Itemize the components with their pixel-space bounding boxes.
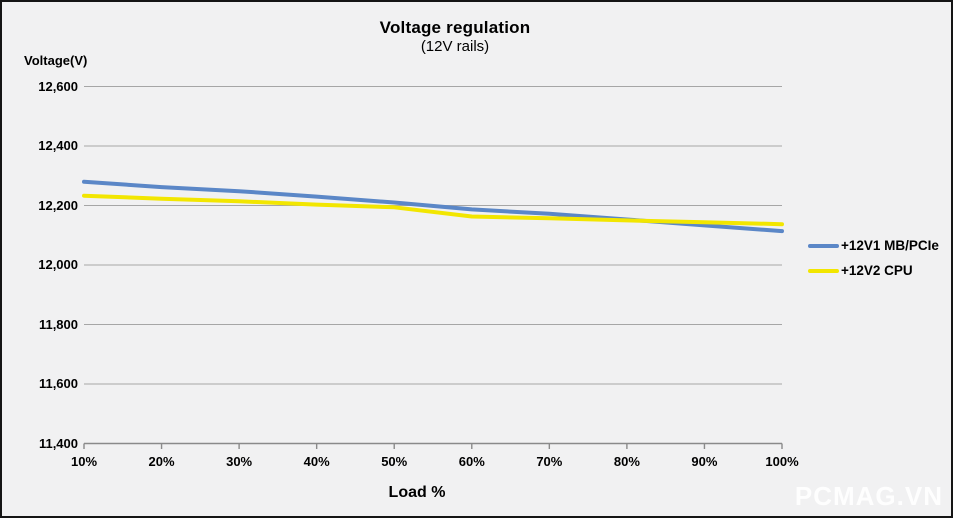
x-tick-label: 80%	[613, 454, 640, 469]
legend-label: +12V1 MB/PCIe	[841, 238, 939, 253]
x-tick-label: 100%	[765, 454, 799, 469]
y-tick-label: 11,400	[38, 435, 78, 451]
y-tick-label: 12,000	[38, 257, 78, 272]
y-tick-label: 12,200	[38, 197, 78, 213]
x-tick-label: 30%	[226, 454, 253, 469]
title-block: Voltage regulation (12V rails)	[122, 17, 788, 57]
chart-subtitle: (12V rails)	[420, 38, 490, 56]
chart-title: Voltage regulation	[379, 18, 531, 37]
legend-label: +12V2 CPU	[841, 263, 913, 278]
legend: +12V1 MB/PCIe +12V2 CPU	[808, 233, 939, 283]
y-tick-label: 11,600	[38, 376, 78, 391]
legend-line-swatch	[808, 243, 839, 248]
legend-item: +12V2 CPU	[808, 258, 939, 283]
x-tick-label: 70%	[536, 454, 563, 469]
series-line-12v2-cpu	[82, 193, 784, 227]
y-tick-label: 12,400	[38, 138, 78, 153]
legend-item: +12V1 MB/PCIe	[808, 233, 939, 258]
x-tick-label: 10%	[70, 454, 98, 469]
legend-line-swatch	[808, 268, 839, 273]
y-tick-label: 11,800	[38, 316, 78, 332]
series-line-12v1-mb-pcie	[82, 179, 784, 234]
x-tick-label: 20%	[148, 454, 175, 469]
watermark-text: PCMAG.VN	[794, 481, 943, 511]
x-axis-title: Load %	[388, 484, 446, 501]
y-tick-label: 12,600	[38, 78, 78, 94]
y-axis-title: Voltage(V)	[24, 53, 88, 68]
x-tick-label: 40%	[303, 454, 330, 469]
x-tick-label: 60%	[458, 454, 485, 469]
x-tick-label: 90%	[691, 454, 718, 469]
x-tick-label: 50%	[381, 454, 408, 469]
